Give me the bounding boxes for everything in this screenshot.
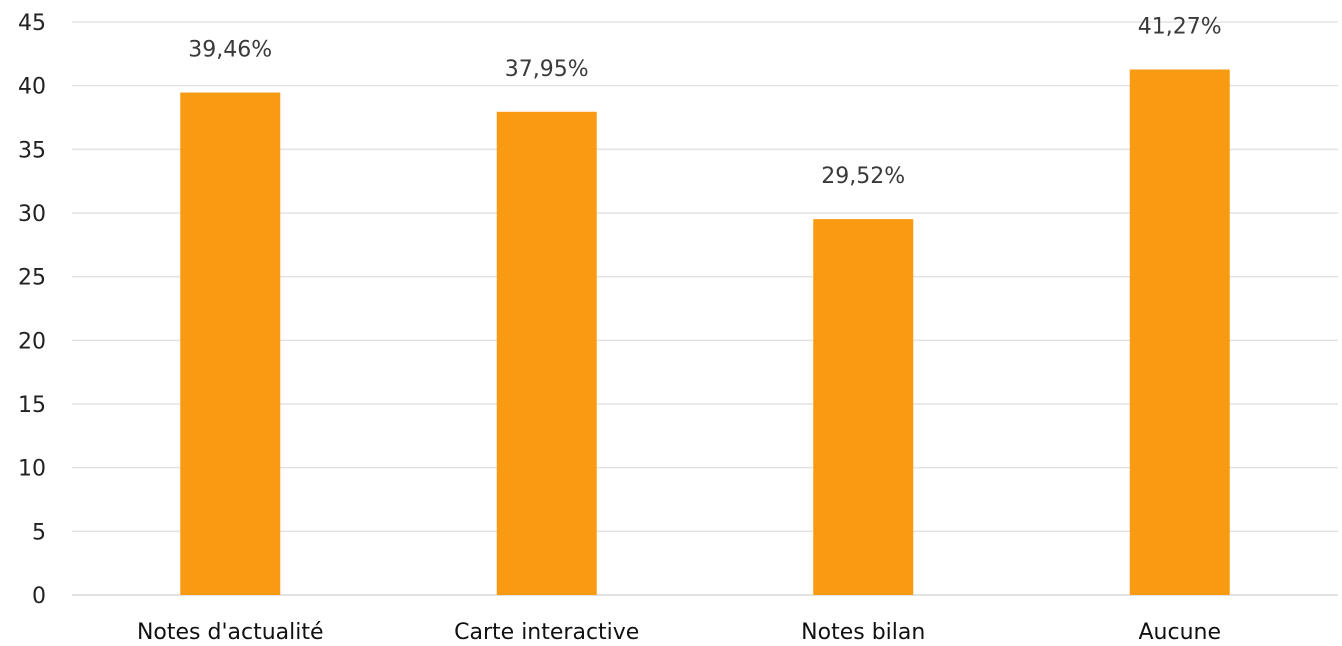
- y-tick-label: 30: [18, 202, 46, 227]
- bars: [180, 69, 1230, 596]
- data-label: 41,27%: [1138, 14, 1222, 39]
- data-labels: 39,46% 37,95% 29,52% 41,27%: [188, 14, 1221, 189]
- y-tick-label: 5: [32, 520, 46, 545]
- x-category-label: Notes bilan: [801, 620, 925, 645]
- gridlines: [72, 21, 1338, 596]
- bar: [1129, 69, 1230, 595]
- data-label: 39,46%: [188, 38, 272, 63]
- x-category-label: Aucune: [1138, 620, 1221, 645]
- x-axis-categories: Notes d'actualité Carte interactive Notes …: [137, 620, 1221, 645]
- y-tick-label: 45: [18, 11, 46, 36]
- y-tick-label: 10: [18, 457, 46, 482]
- data-label: 37,95%: [505, 57, 589, 82]
- bar: [180, 92, 281, 595]
- y-tick-label: 25: [18, 266, 46, 291]
- y-tick-label: 35: [18, 138, 46, 163]
- y-axis-ticks: 0 5 10 15 20 25 30 35 40 45: [18, 11, 46, 609]
- y-tick-label: 15: [18, 393, 46, 418]
- bar: [496, 111, 597, 596]
- bar: [813, 219, 914, 595]
- data-label: 29,52%: [821, 164, 905, 189]
- y-tick-label: 0: [32, 584, 46, 609]
- y-tick-label: 20: [18, 329, 46, 354]
- x-category-label: Carte interactive: [454, 620, 639, 645]
- y-tick-label: 40: [18, 75, 46, 100]
- x-category-label: Notes d'actualité: [137, 620, 324, 645]
